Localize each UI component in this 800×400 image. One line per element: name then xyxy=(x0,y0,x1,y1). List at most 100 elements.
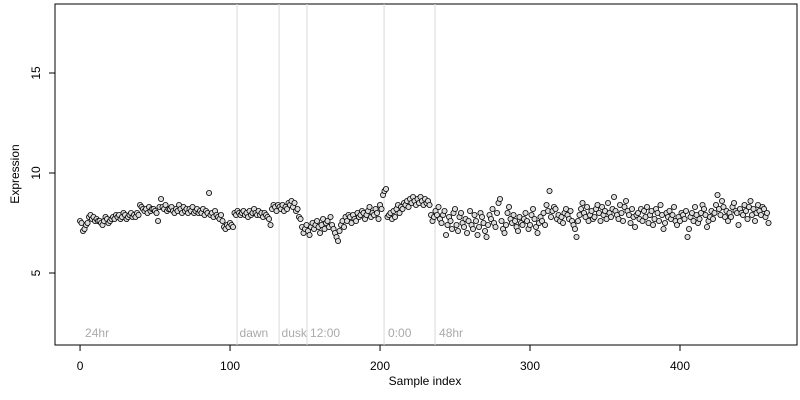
data-point xyxy=(692,203,699,210)
data-point xyxy=(524,217,531,224)
data-point xyxy=(558,213,565,220)
data-point xyxy=(284,205,291,212)
data-point xyxy=(548,213,555,220)
data-point xyxy=(375,215,382,222)
data-point xyxy=(218,211,225,218)
data-point xyxy=(534,229,541,236)
data-point xyxy=(482,227,489,234)
data-point xyxy=(464,229,471,236)
data-point xyxy=(522,209,529,216)
data-point xyxy=(684,233,691,240)
data-point xyxy=(503,221,510,228)
data-point xyxy=(485,221,492,228)
data-point xyxy=(444,221,451,228)
data-point xyxy=(599,203,606,210)
data-point xyxy=(644,203,651,210)
data-point xyxy=(743,207,750,214)
data-point xyxy=(392,213,399,220)
data-point xyxy=(621,203,628,210)
data-point xyxy=(579,199,586,206)
data-point xyxy=(560,219,567,226)
data-point xyxy=(494,209,501,216)
data-point xyxy=(543,201,550,208)
data-point xyxy=(656,217,663,224)
data-point xyxy=(158,195,165,202)
data-point xyxy=(489,205,496,212)
data-point xyxy=(765,219,772,226)
data-point xyxy=(744,215,751,222)
data-point xyxy=(597,217,604,224)
data-point xyxy=(605,199,612,206)
data-point xyxy=(434,211,441,218)
data-point xyxy=(335,237,342,244)
data-point xyxy=(399,205,406,212)
data-point xyxy=(735,221,742,228)
data-point xyxy=(426,201,433,208)
data-point xyxy=(719,197,726,204)
data-point xyxy=(506,203,513,210)
data-point xyxy=(476,223,483,230)
data-point xyxy=(443,231,450,238)
data-point xyxy=(578,205,585,212)
data-point xyxy=(720,203,727,210)
data-point xyxy=(575,217,582,224)
data-point xyxy=(341,223,348,230)
data-point xyxy=(497,195,504,202)
data-point xyxy=(465,217,472,224)
period-label: dawn xyxy=(240,326,269,340)
x-tick-label: 400 xyxy=(670,359,690,373)
data-point xyxy=(383,185,390,192)
data-point xyxy=(378,205,385,212)
period-label: 12:00 xyxy=(310,326,340,340)
data-point xyxy=(657,201,664,208)
y-axis-label: Expression xyxy=(8,144,22,203)
data-point xyxy=(531,215,538,222)
data-point xyxy=(623,197,630,204)
data-point xyxy=(441,207,448,214)
data-point xyxy=(488,215,495,222)
data-point xyxy=(650,221,657,228)
data-point xyxy=(449,225,456,232)
data-point xyxy=(632,223,639,230)
period-label: 48hr xyxy=(439,326,463,340)
data-point xyxy=(620,217,627,224)
data-point xyxy=(314,217,321,224)
data-point xyxy=(504,209,511,216)
data-point xyxy=(662,219,669,226)
data-point xyxy=(483,233,490,240)
data-point xyxy=(542,221,549,228)
data-point xyxy=(438,219,445,226)
data-point xyxy=(453,221,460,228)
data-point xyxy=(366,203,373,210)
data-point xyxy=(591,213,598,220)
data-point xyxy=(135,211,142,218)
data-point xyxy=(584,203,591,210)
data-point xyxy=(291,199,298,206)
data-point xyxy=(686,225,693,232)
data-point xyxy=(674,221,681,228)
data-point xyxy=(317,229,324,236)
y-tick-label: 15 xyxy=(29,66,43,80)
data-point xyxy=(539,217,546,224)
data-point xyxy=(84,219,91,226)
data-point xyxy=(396,209,403,216)
data-point xyxy=(519,221,526,228)
data-point xyxy=(683,207,690,214)
data-point xyxy=(162,201,169,208)
data-point xyxy=(629,205,636,212)
data-point xyxy=(618,209,625,216)
data-point xyxy=(458,209,465,216)
data-point xyxy=(515,227,522,234)
data-point xyxy=(324,217,331,224)
data-point xyxy=(492,223,499,230)
data-point xyxy=(696,215,703,222)
data-point xyxy=(573,233,580,240)
data-point xyxy=(512,217,519,224)
data-point xyxy=(294,205,301,212)
data-point xyxy=(704,223,711,230)
data-point xyxy=(527,221,534,228)
x-tick-label: 300 xyxy=(520,359,540,373)
data-point xyxy=(467,207,474,214)
data-point xyxy=(530,205,537,212)
data-point xyxy=(219,217,226,224)
